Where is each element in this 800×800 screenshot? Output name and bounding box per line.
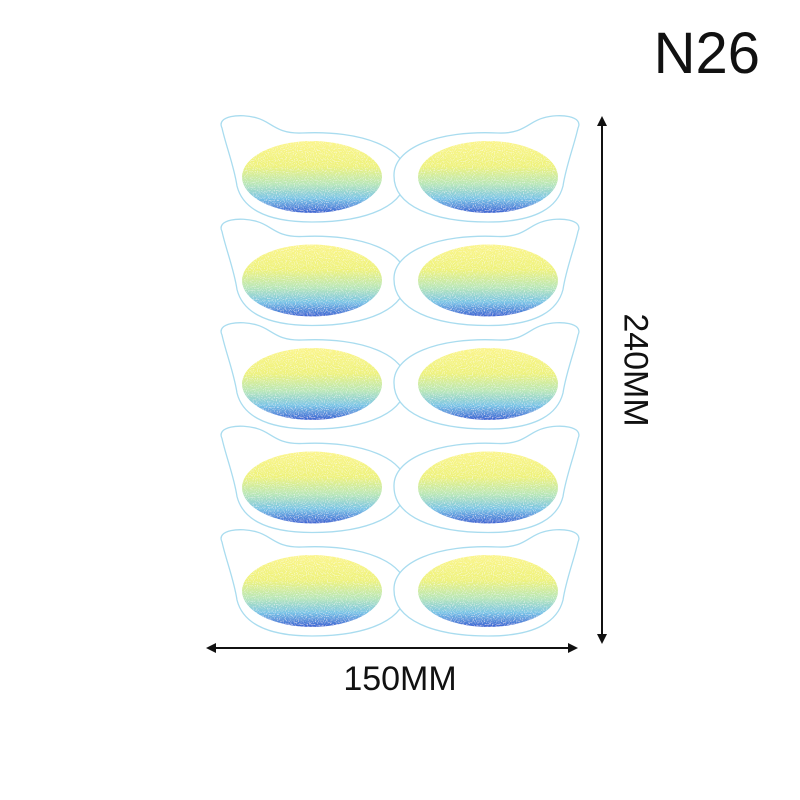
glitter-patch [242, 555, 382, 627]
sticker [220, 529, 407, 637]
glitter-patch [242, 244, 382, 317]
sticker [393, 322, 580, 430]
glitter-patch [242, 451, 382, 524]
glitter-patch [242, 141, 382, 213]
glitter-patch [418, 555, 558, 627]
glitter-patch [418, 348, 558, 420]
product-code: N26 [653, 21, 760, 86]
sticker [220, 322, 407, 430]
glitter-patch [418, 244, 558, 317]
glitter-patch [418, 141, 558, 213]
sticker [220, 115, 407, 223]
sticker [393, 218, 580, 327]
sticker [393, 115, 580, 223]
sticker [220, 425, 407, 534]
height-label: 240MM [616, 313, 655, 427]
glitter-patch [418, 451, 558, 524]
sticker [220, 218, 407, 327]
width-label: 150MM [343, 660, 457, 698]
sticker [393, 529, 580, 637]
glitter-patch [242, 348, 382, 420]
sticker [393, 425, 580, 534]
